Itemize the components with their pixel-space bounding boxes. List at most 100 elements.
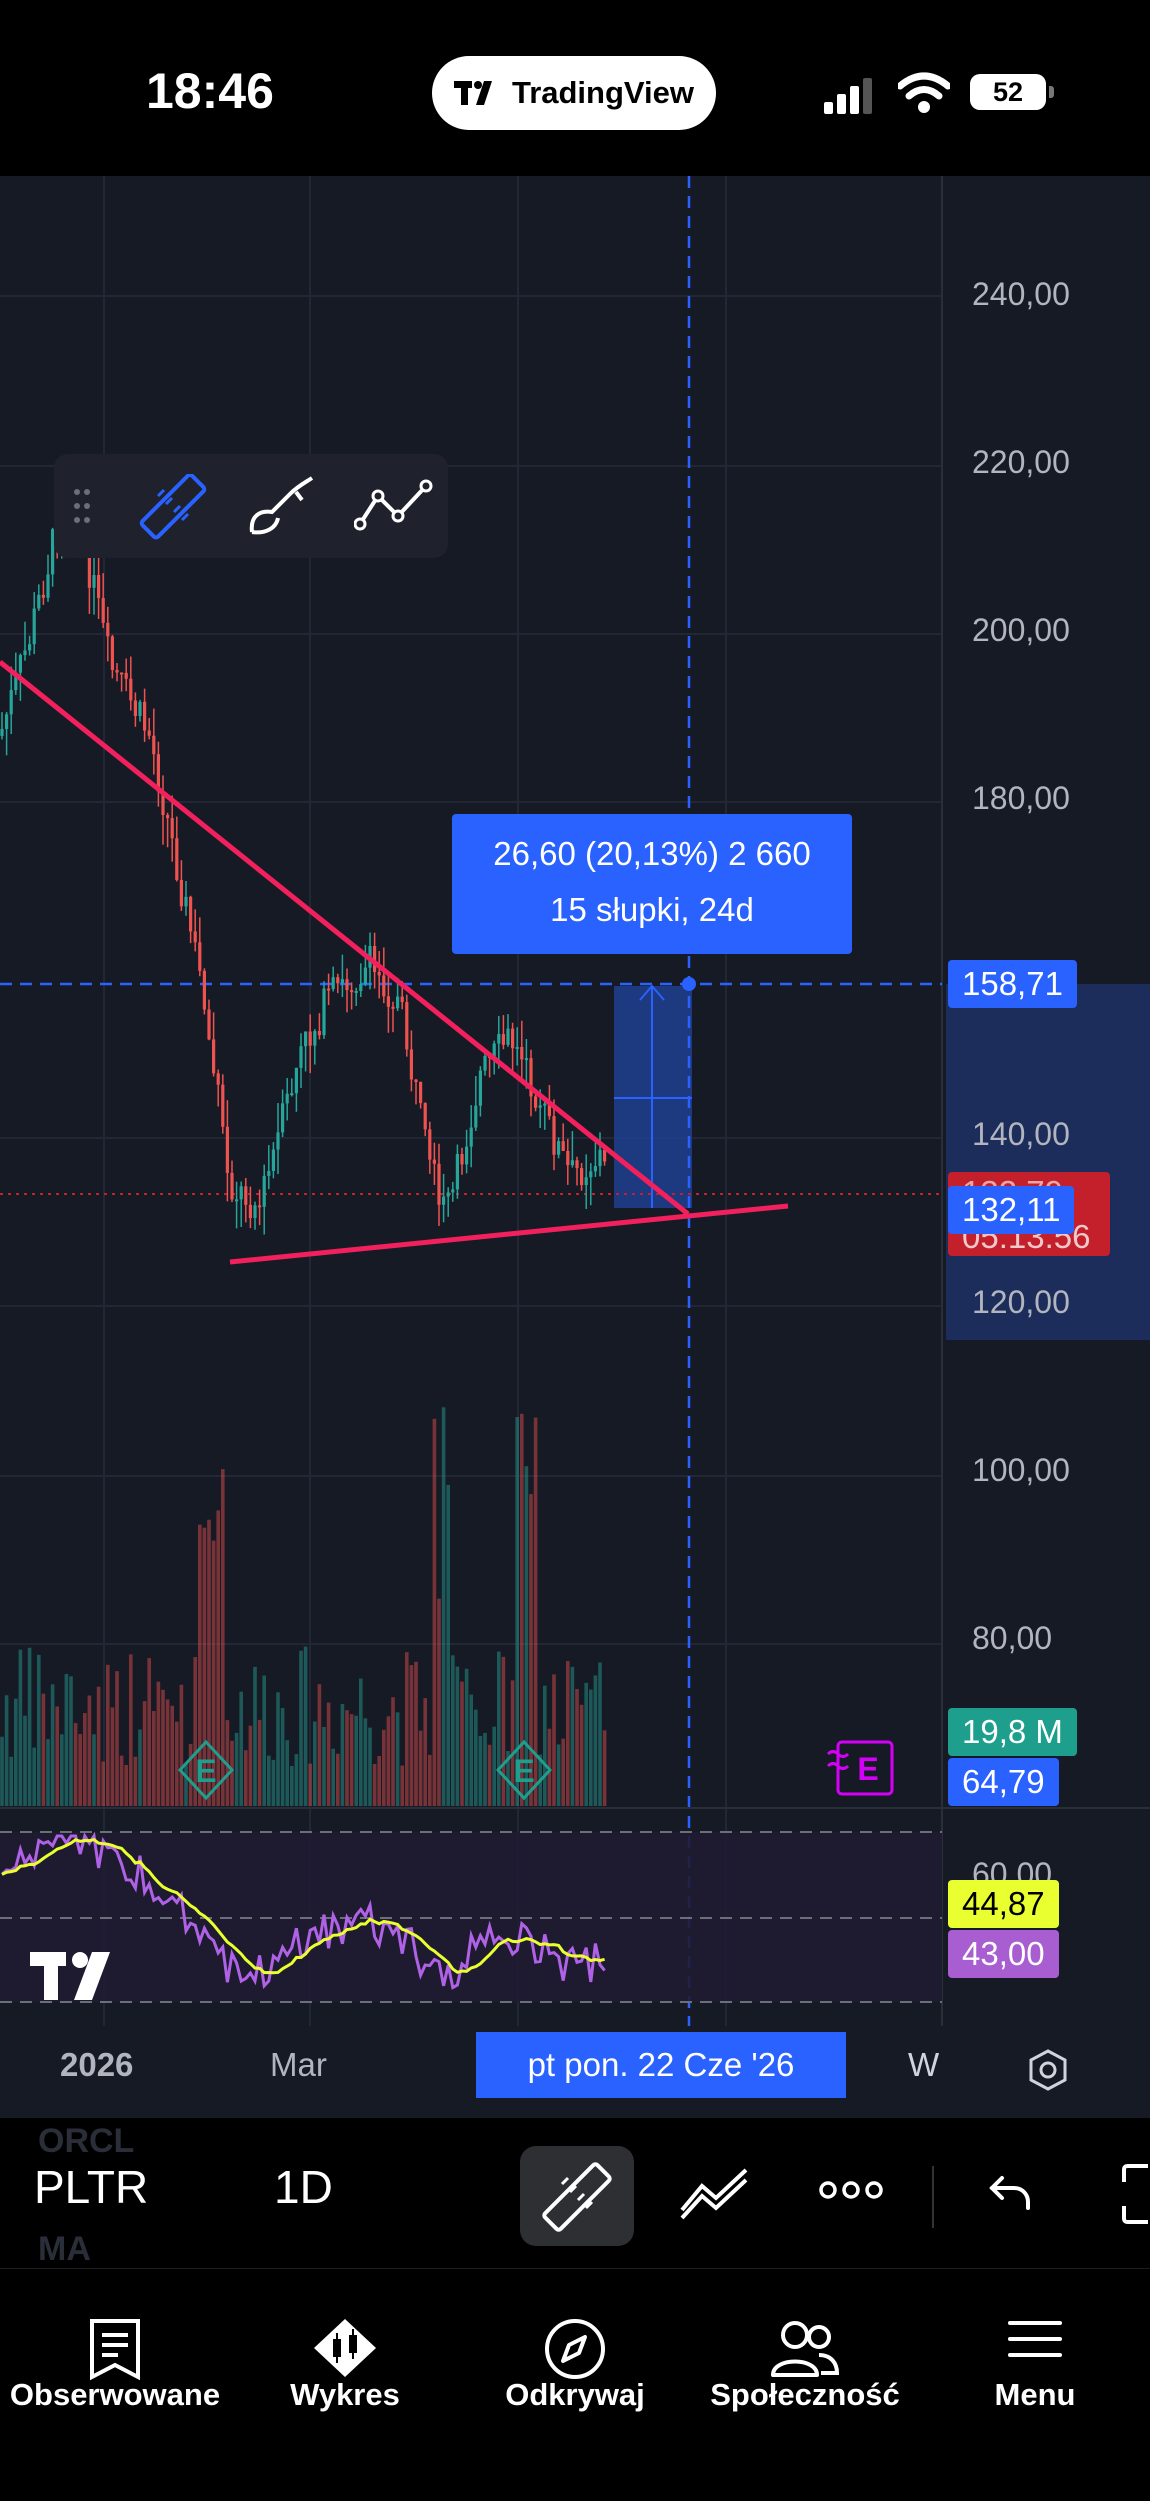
candle-body (110, 636, 114, 670)
earnings-upcoming-icon[interactable]: E (826, 1740, 894, 1796)
volume-bar (96, 1686, 101, 1806)
ascending-trendline[interactable] (229, 1203, 789, 1265)
volume-bar (216, 1510, 220, 1806)
undo-icon[interactable] (988, 2170, 1032, 2214)
candle-body (552, 1116, 556, 1155)
ruler-button[interactable] (520, 2146, 634, 2246)
volume-bar (50, 1684, 55, 1806)
tab-community[interactable]: Społeczność (690, 2269, 920, 2429)
tab-discover[interactable]: Odkrywaj (460, 2269, 690, 2429)
volume-bar (331, 1748, 335, 1806)
volume-bar (451, 1655, 455, 1806)
candle-body (299, 1046, 303, 1068)
volume-bar (244, 1750, 248, 1806)
tab-watchlist[interactable]: Obserwowane (0, 2269, 230, 2429)
volume-bar (221, 1469, 225, 1806)
candle-body (124, 672, 128, 679)
price-tick: 180,00 (972, 780, 1070, 816)
volume-bar (285, 1740, 289, 1806)
candle-body (317, 1031, 321, 1036)
volume-bar (340, 1704, 345, 1806)
volume-bar (138, 1729, 142, 1806)
candle-body (143, 701, 147, 731)
candle-body (455, 1154, 459, 1190)
candle-body (506, 1028, 510, 1045)
candle-body (336, 977, 340, 984)
candle-body (359, 984, 363, 991)
candle-body (575, 1160, 579, 1169)
volume-bar (32, 1747, 36, 1806)
symbol-button[interactable]: PLTR (34, 2161, 149, 2213)
candle-body (46, 574, 50, 598)
candle-body (37, 594, 41, 609)
drag-handle-icon[interactable] (72, 484, 92, 528)
volume-bar (60, 1734, 64, 1806)
volume-bar (69, 1676, 73, 1806)
candle-body (221, 1084, 225, 1127)
fullscreen-icon[interactable] (1120, 2162, 1150, 2226)
candle-body (235, 1199, 239, 1202)
candle-body (465, 1146, 469, 1165)
tab-menu[interactable]: Menu (920, 2269, 1150, 2429)
tab-label: Społeczność (710, 2377, 900, 2412)
candle-body (152, 735, 156, 755)
rsi-ma-label: 43,00 (948, 1930, 1059, 1978)
candle-body (327, 988, 331, 991)
menu-icon (1008, 2321, 1062, 2357)
candle-body (386, 996, 390, 1007)
brush-icon[interactable] (246, 474, 322, 544)
price-tick: 220,00 (972, 444, 1070, 480)
candle-body (409, 1049, 413, 1080)
candle-body (373, 946, 377, 973)
signal-icon (824, 78, 872, 114)
volume-label: 19,8 M (948, 1708, 1077, 1756)
earnings-marker-1[interactable]: E (177, 1739, 235, 1801)
volume-bar (428, 1754, 432, 1806)
volume-bar (520, 1413, 524, 1806)
volume-bar (46, 1739, 50, 1806)
candle-body (570, 1160, 574, 1166)
time-axis[interactable]: 2026 Mar pt pon. 22 Cze '26 W (0, 2026, 1150, 2118)
volume-bar (267, 1755, 271, 1806)
volume-bar (386, 1716, 391, 1806)
toolbar-divider (932, 2166, 934, 2228)
volume-bar (257, 1719, 262, 1806)
volume-bars (0, 1407, 607, 1806)
candle-body (9, 690, 13, 715)
volume-bar (326, 1702, 331, 1806)
chart-area[interactable]: E E E 240,00 220,00 200,00 180,00 140,00… (0, 176, 1150, 2118)
candle-body (133, 700, 137, 717)
more-icon[interactable] (818, 2180, 884, 2200)
tab-label: Menu (994, 2377, 1076, 2412)
tradingview-watermark-icon (30, 1952, 110, 2000)
candle-body (212, 1039, 216, 1074)
candle-body (120, 672, 124, 675)
candle-body (0, 728, 4, 736)
tab-chart[interactable]: Wykres (230, 2269, 460, 2429)
volume-bar (55, 1706, 59, 1806)
volume-bar (368, 1727, 372, 1806)
tradingview-pill[interactable]: TradingView (432, 56, 716, 130)
candle-body (239, 1186, 243, 1200)
volume-bar (556, 1744, 561, 1806)
candle-body (294, 1067, 298, 1094)
earnings-marker-2[interactable]: E (495, 1739, 553, 1801)
volume-bar (533, 1417, 538, 1806)
timeframe-button[interactable]: W (908, 2046, 940, 2083)
settings-hex-icon[interactable] (1026, 2048, 1070, 2092)
volume-bar (483, 1732, 487, 1806)
candle-body (557, 1141, 561, 1155)
volume-bar (83, 1713, 87, 1806)
candle-body (253, 1205, 257, 1219)
interval-button[interactable]: 1D (274, 2161, 333, 2213)
svg-text:E: E (857, 1751, 878, 1787)
path-icon[interactable] (354, 476, 434, 536)
volume-bar (313, 1721, 317, 1806)
volume-bar (110, 1707, 115, 1806)
indicators-icon[interactable] (680, 2166, 750, 2222)
candle-body (524, 1058, 528, 1061)
descending-trendline[interactable] (0, 660, 690, 1216)
ruler-icon[interactable] (138, 474, 208, 544)
candle-body (561, 1141, 565, 1151)
candle-body (290, 1093, 294, 1096)
